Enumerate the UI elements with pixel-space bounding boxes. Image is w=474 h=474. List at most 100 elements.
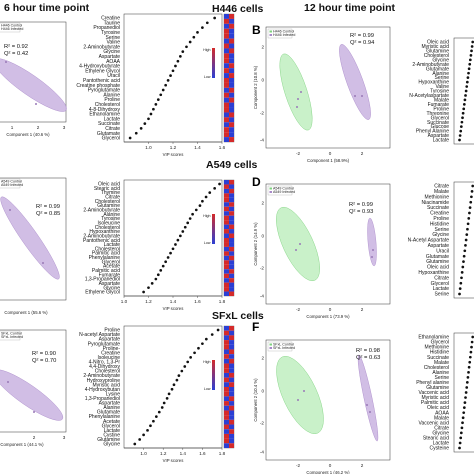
heatmap-cell bbox=[224, 372, 229, 378]
vip-point bbox=[467, 370, 470, 374]
vip-point bbox=[169, 251, 172, 255]
heatmap-cell bbox=[224, 238, 229, 243]
metabolite-label: Niacinamide bbox=[421, 200, 449, 206]
metabolite-label: 4,4-Dihydroxy bbox=[89, 364, 120, 370]
heatmap-cell bbox=[224, 224, 229, 230]
heat-legend-low: Low bbox=[204, 387, 211, 391]
legend-box bbox=[0, 178, 21, 189]
metabolite-label: Hypoxanthine bbox=[418, 80, 449, 86]
heat-legend-low: Low bbox=[204, 241, 211, 245]
vip-point bbox=[194, 208, 198, 212]
heatmap-cell bbox=[229, 73, 234, 78]
score-point bbox=[297, 98, 299, 100]
vip-point bbox=[464, 89, 468, 93]
heatmap-cell bbox=[229, 326, 234, 331]
vip-point bbox=[171, 247, 175, 251]
x-tick-label: 2 bbox=[33, 435, 36, 440]
vip-point bbox=[467, 67, 471, 71]
metabolite-label: Glutamate bbox=[426, 254, 449, 260]
legend-infected: SFxL Infected bbox=[273, 346, 295, 350]
infected-ellipse bbox=[0, 369, 64, 421]
metabolite-label: Glycerol bbox=[431, 281, 449, 287]
vip-point bbox=[458, 446, 461, 450]
heatmap-cell bbox=[229, 127, 234, 133]
x-tick-label: 1.2 bbox=[145, 299, 152, 304]
heatmap-cell bbox=[229, 410, 234, 416]
metabolite-label: Glutamine bbox=[97, 203, 120, 209]
legend-control: A549 Control bbox=[1, 180, 22, 184]
heatmap-cell bbox=[224, 269, 229, 274]
metabolite-label: Lactate bbox=[104, 116, 121, 122]
score-point bbox=[371, 256, 373, 258]
metabolite-label: Methionine bbox=[425, 194, 450, 200]
metabolite-label: Oleic acid bbox=[427, 265, 449, 271]
heatmap-cell bbox=[229, 180, 234, 185]
heatmap-cell bbox=[229, 18, 234, 24]
x-tick-label: 2 bbox=[361, 307, 364, 312]
heat-legend-high: High bbox=[203, 48, 210, 52]
heatmap-cell bbox=[229, 68, 234, 74]
heatmap-cell bbox=[224, 211, 229, 216]
heatmap-cell bbox=[229, 92, 234, 98]
vip-point bbox=[179, 55, 182, 58]
heat-legend-bar bbox=[212, 360, 215, 390]
heatmap-cell bbox=[224, 246, 229, 252]
metabolite-label: Alanine bbox=[103, 212, 120, 218]
heatmap-cell bbox=[229, 117, 234, 123]
heatmap-cell bbox=[224, 92, 229, 98]
heatmap-cell bbox=[224, 349, 229, 355]
vip-point bbox=[133, 442, 137, 446]
heatmap-cell bbox=[229, 405, 234, 411]
metabolite-label: Serine bbox=[435, 75, 450, 81]
vip-point bbox=[174, 64, 177, 68]
legend-control: SFxL Control bbox=[1, 332, 22, 336]
heatmap-cell bbox=[229, 238, 234, 243]
heatmap-cell bbox=[224, 278, 229, 283]
vip-point bbox=[468, 360, 472, 364]
heatmap-cell bbox=[224, 127, 229, 133]
vip-point bbox=[464, 391, 468, 394]
heatmap-cell bbox=[224, 63, 229, 69]
vip-point bbox=[147, 117, 150, 121]
heat-legend-low: Low bbox=[204, 75, 211, 79]
x-tick-label: 3 bbox=[63, 435, 66, 440]
heatmap-cell bbox=[229, 377, 234, 383]
metabolite-label: Acetate bbox=[103, 264, 120, 270]
vip-point bbox=[201, 199, 204, 203]
x-axis-label: VIP scores bbox=[163, 306, 184, 311]
metabolite-label: Cholesterol bbox=[95, 225, 120, 231]
vip-point bbox=[462, 254, 466, 258]
metabolite-label: Lysine bbox=[106, 391, 120, 397]
heatmap-cell bbox=[229, 224, 234, 230]
heatmap-cell bbox=[229, 363, 234, 369]
metabolite-label: 1,3-Propanediol bbox=[85, 277, 120, 283]
heatmap-cell bbox=[224, 82, 229, 88]
y-tick-label: -2 bbox=[260, 421, 265, 426]
metabolite-label: Fumarate bbox=[428, 102, 450, 108]
vip-point bbox=[180, 369, 184, 373]
heatmap-cell bbox=[229, 242, 234, 247]
vip-point bbox=[210, 333, 214, 336]
metabolite-label: Citrate bbox=[434, 184, 449, 190]
vip-point bbox=[204, 337, 208, 341]
vip-point bbox=[156, 273, 160, 277]
heatmap-cell bbox=[229, 291, 234, 296]
metabolite-label: Aspartate bbox=[99, 337, 121, 343]
legend-swatch-infected bbox=[269, 191, 272, 193]
heatmap-cell bbox=[229, 229, 234, 234]
heatmap-cell bbox=[229, 387, 234, 392]
heatmap-cell bbox=[224, 391, 229, 397]
metabolite-label: Alanine bbox=[103, 405, 120, 411]
heatmap-cell bbox=[229, 354, 234, 359]
vip-point bbox=[213, 186, 216, 190]
vip-point bbox=[465, 80, 469, 84]
metabolite-label: Ethanolamine bbox=[89, 112, 120, 118]
heatmap-cell bbox=[224, 335, 229, 341]
heatmap-cell bbox=[229, 112, 234, 118]
header-h446: H446 cells bbox=[212, 3, 264, 15]
metabolite-label: Valine bbox=[435, 84, 449, 90]
legend-control: H446 Control bbox=[1, 24, 22, 28]
vip-point bbox=[461, 421, 464, 425]
x-tick-label: -2 bbox=[296, 151, 301, 156]
